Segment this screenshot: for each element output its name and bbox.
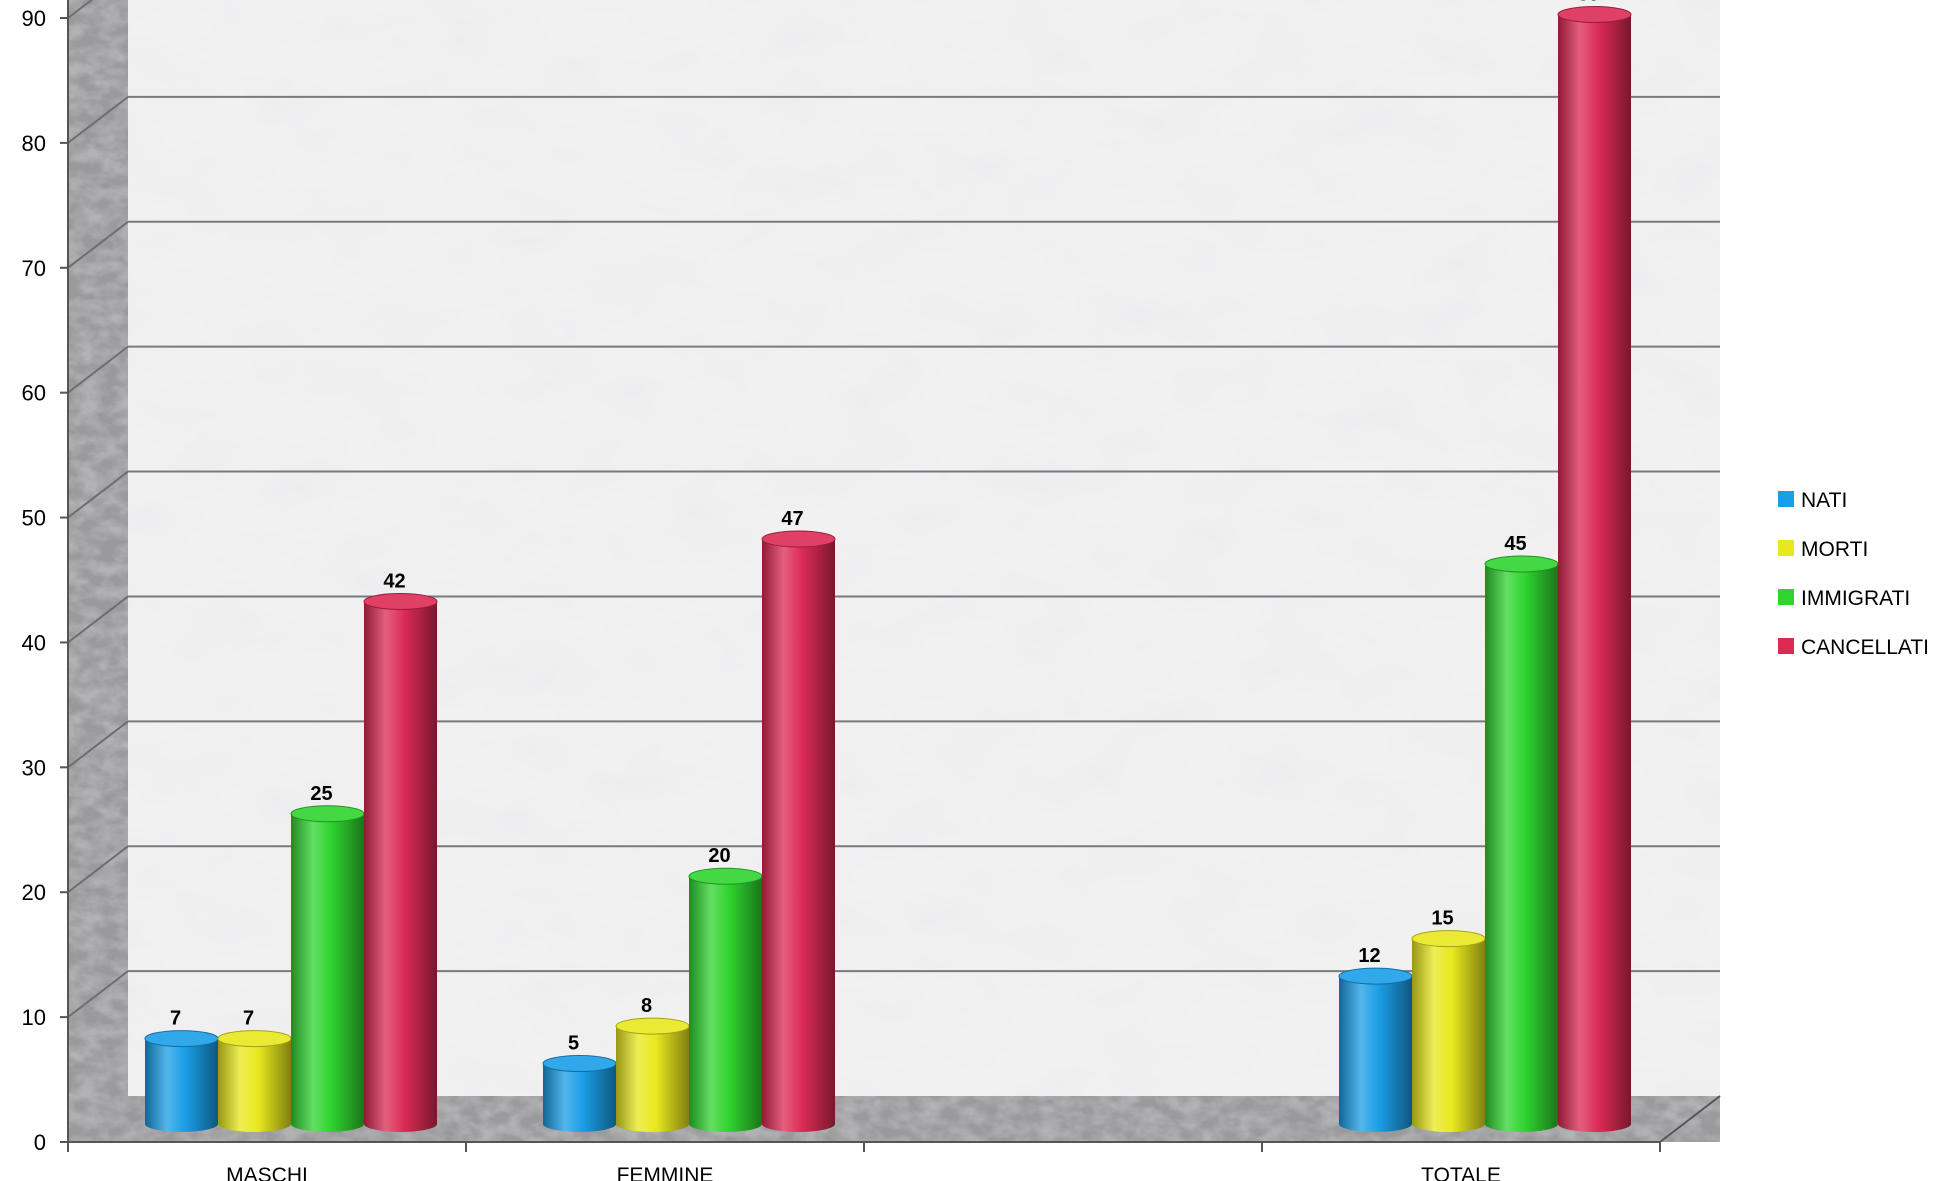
gridline-side <box>67 470 129 519</box>
y-tick-label: 30 <box>22 755 46 780</box>
data-label: 7 <box>243 1008 254 1030</box>
bar-immigrati-totale <box>1484 555 1559 1132</box>
gridline-side <box>67 720 129 769</box>
bar-cancellati-femmine <box>761 530 836 1132</box>
data-labels: 7 7 25 42 5 8 20 47 12 15 45 89 <box>170 0 1600 1055</box>
gridline-side <box>67 595 129 644</box>
legend: NATI MORTI IMMIGRATI CANCELLATI <box>1778 489 1929 659</box>
bar-immigrati-maschi <box>290 805 365 1132</box>
bar-cancellati-maschi <box>363 592 438 1132</box>
legend-item-morti: MORTI <box>1778 538 1868 561</box>
bar-nati-maschi <box>144 1030 219 1132</box>
x-category-label: TOTALE <box>1421 1164 1501 1181</box>
x-axis-categories: MASCHI FEMMINE TOTALE <box>67 1142 1661 1181</box>
y-tick-label: 60 <box>22 381 46 406</box>
legend-item-nati: NATI <box>1778 489 1847 512</box>
legend-swatch <box>1778 638 1794 654</box>
bar-morti-totale <box>1411 930 1486 1132</box>
gridline-side <box>67 345 129 394</box>
legend-label: IMMIGRATI <box>1801 587 1910 610</box>
x-category-label: FEMMINE <box>617 1164 714 1181</box>
legend-swatch <box>1778 540 1794 556</box>
y-tick-label: 40 <box>22 630 46 655</box>
y-tick-label: 70 <box>22 256 46 281</box>
bars <box>144 5 1632 1132</box>
data-label: 8 <box>641 995 652 1017</box>
x-category-label: MASCHI <box>226 1164 308 1181</box>
bar-morti-maschi <box>217 1030 292 1132</box>
floor-edge <box>1659 1095 1721 1143</box>
data-label: 12 <box>1358 945 1380 967</box>
legend-item-cancellati: CANCELLATI <box>1778 636 1929 659</box>
y-tick-label: 10 <box>22 1005 46 1030</box>
legend-swatch <box>1778 589 1794 605</box>
bar-cancellati-totale <box>1557 5 1632 1132</box>
data-label: 15 <box>1431 908 1453 930</box>
legend-label: NATI <box>1801 489 1847 512</box>
y-tick-label: 0 <box>34 1130 46 1155</box>
floor <box>68 1096 1720 1142</box>
data-label: 20 <box>708 845 730 867</box>
legend-label: MORTI <box>1801 538 1868 561</box>
y-axis-ticks: 0 10 20 30 40 50 60 70 80 90 <box>22 6 68 1155</box>
side-wall <box>68 0 128 1142</box>
data-label: 7 <box>170 1008 181 1030</box>
bar-morti-femmine <box>615 1017 690 1132</box>
legend-swatch <box>1778 491 1794 507</box>
y-tick-label: 20 <box>22 880 46 905</box>
y-tick-label: 50 <box>22 506 46 531</box>
bar-nati-femmine <box>542 1055 617 1132</box>
gridline-side <box>67 845 129 894</box>
bar-nati-totale <box>1338 967 1413 1132</box>
legend-label: CANCELLATI <box>1801 636 1929 659</box>
data-label: 25 <box>310 783 332 805</box>
data-label: 47 <box>781 508 803 530</box>
legend-item-immigrati: IMMIGRATI <box>1778 587 1910 610</box>
data-label: 42 <box>383 570 405 592</box>
data-label: 5 <box>568 1033 579 1055</box>
y-tick-label: 90 <box>22 6 46 31</box>
gridline-side <box>67 970 129 1018</box>
gridline-side <box>67 96 129 144</box>
gridline-side <box>67 0 94 19</box>
data-label: 45 <box>1504 533 1526 555</box>
gridline-side <box>67 220 129 269</box>
bar-immigrati-femmine <box>688 867 763 1132</box>
y-tick-label: 80 <box>22 131 46 156</box>
data-label: 89 <box>1577 0 1599 5</box>
